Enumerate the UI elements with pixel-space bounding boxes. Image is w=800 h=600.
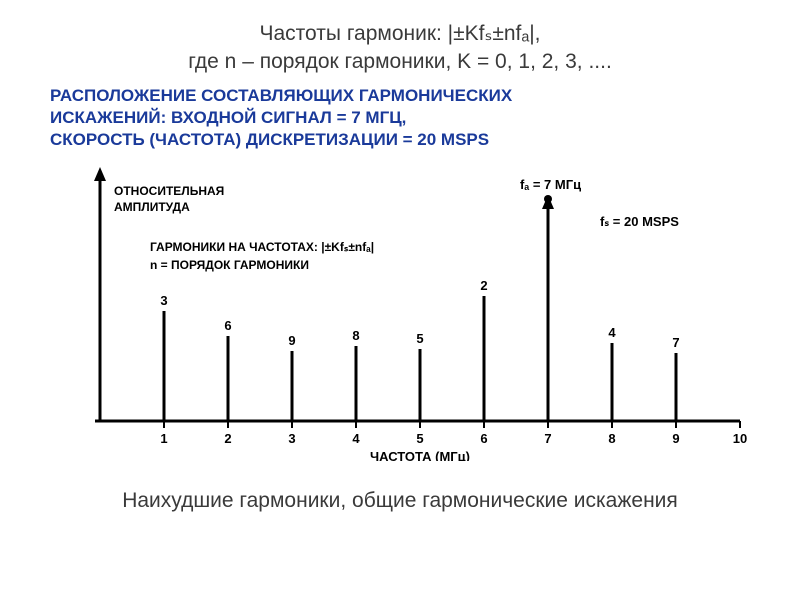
harmonic-label: 8 — [352, 328, 359, 343]
footer-note: Наихудшие гармоники, общие гармонические… — [30, 489, 770, 513]
subtitle: РАСПОЛОЖЕНИЕ СОСТАВЛЯЮЩИХ ГАРМОНИЧЕСКИХ … — [50, 85, 770, 151]
harmonic-label: 5 — [416, 331, 423, 346]
subtitle-line2: ИСКАЖЕНИЙ: ВХОДНОЙ СИГНАЛ = 7 МГЦ, — [50, 108, 406, 127]
footer-text: Наихудшие гармоники, общие гармонические… — [122, 489, 678, 512]
x-tick-label: 8 — [608, 431, 615, 446]
x-tick-label: 7 — [544, 431, 551, 446]
x-axis-label: ЧАСТОТА (МГц) — [370, 449, 470, 461]
heading: Частоты гармоник: |±Kfₛ±nfₐ|, где n – по… — [30, 20, 770, 77]
spectrum-chart: ОТНОСИТЕЛЬНАЯ АМПЛИТУДА 1 2 3 4 5 6 7 8 9 10 ЧАСТОТА… — [40, 161, 760, 461]
harmonic-label: 9 — [288, 333, 295, 348]
fa-dot — [544, 195, 552, 203]
x-tick-label: 9 — [672, 431, 679, 446]
annotation-harm-2: n = ПОРЯДОК ГАРМОНИКИ — [150, 258, 309, 272]
y-axis-arrowhead — [94, 167, 106, 181]
annotation-harm-1: ГАРМОНИКИ НА ЧАСТОТАХ: |±Kfₛ±nfₐ| — [150, 240, 374, 254]
harmonic-label: 4 — [608, 325, 616, 340]
x-tick-label: 10 — [733, 431, 747, 446]
heading-line1: Частоты гармоник: |±Kfₛ±nfₐ|, — [260, 22, 541, 45]
x-tick-label: 4 — [352, 431, 360, 446]
chart-svg: ОТНОСИТЕЛЬНАЯ АМПЛИТУДА 1 2 3 4 5 6 7 8 9 10 ЧАСТОТА… — [40, 161, 760, 461]
x-tick-label: 6 — [480, 431, 487, 446]
x-tick-label: 2 — [224, 431, 231, 446]
harmonic-label: 2 — [480, 278, 487, 293]
x-tick-label: 5 — [416, 431, 423, 446]
y-axis-label-1: ОТНОСИТЕЛЬНАЯ — [114, 184, 224, 198]
harmonic-label: 3 — [160, 293, 167, 308]
heading-line2: где n – порядок гармоники, K = 0, 1, 2, … — [188, 50, 612, 73]
subtitle-line1: РАСПОЛОЖЕНИЕ СОСТАВЛЯЮЩИХ ГАРМОНИЧЕСКИХ — [50, 86, 512, 105]
x-tick-label: 3 — [288, 431, 295, 446]
subtitle-line3: СКОРОСТЬ (ЧАСТОТА) ДИСКРЕТИЗАЦИИ = 20 MS… — [50, 130, 489, 149]
y-axis-label-2: АМПЛИТУДА — [114, 200, 190, 214]
annotation-fa: fₐ = 7 МГц — [520, 177, 581, 192]
harmonic-label: 6 — [224, 318, 231, 333]
harmonic-label: 7 — [672, 335, 679, 350]
annotation-fs: fₛ = 20 MSPS — [600, 214, 679, 229]
x-tick-label: 1 — [160, 431, 167, 446]
